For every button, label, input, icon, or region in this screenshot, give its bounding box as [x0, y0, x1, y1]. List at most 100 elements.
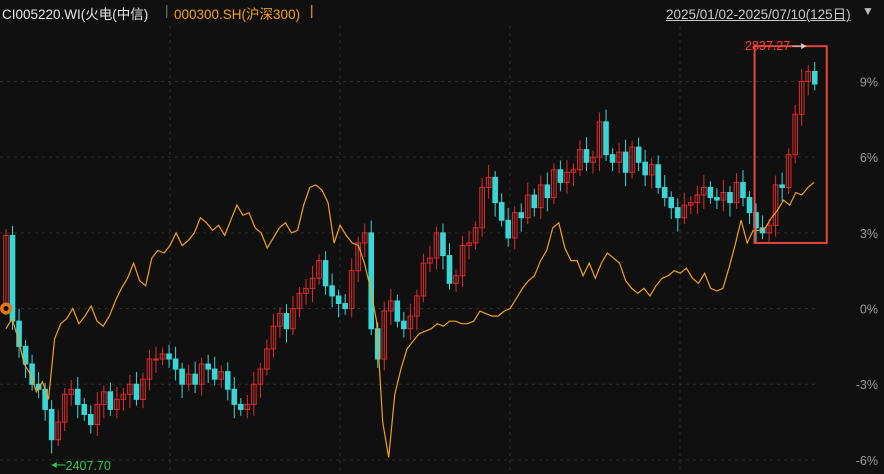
candle-body — [479, 186, 485, 229]
y-tick-label: -3% — [856, 378, 878, 392]
candle-body — [798, 81, 805, 115]
candle-body — [472, 227, 479, 244]
candle-body — [590, 156, 596, 163]
candle-body — [524, 194, 531, 219]
candle-body — [94, 403, 101, 426]
candle-body — [655, 164, 662, 188]
candle-body — [61, 393, 68, 423]
candle-body — [440, 232, 446, 257]
candle-body — [433, 232, 440, 259]
candle-body — [570, 169, 577, 173]
candle-body — [492, 176, 498, 204]
candle-body — [283, 313, 290, 330]
candle-body — [166, 353, 172, 360]
candle-body — [785, 154, 792, 188]
candle-body — [401, 320, 407, 330]
candle-body — [231, 388, 238, 405]
candle-body — [446, 255, 453, 284]
candle-body — [361, 232, 368, 244]
candle-body — [153, 358, 159, 361]
high-value-label: 2837.27 — [745, 39, 790, 53]
candle-body — [714, 197, 720, 201]
candle-body — [224, 371, 231, 390]
candle-body — [205, 363, 211, 370]
candle-body — [394, 300, 401, 322]
candle-body — [355, 242, 361, 272]
candle-body — [557, 169, 564, 183]
candle-body — [414, 295, 420, 317]
candle-body — [727, 192, 733, 204]
candle-body — [629, 146, 635, 173]
candle-body — [603, 121, 609, 156]
candle-body — [381, 310, 388, 360]
highlight-box — [753, 45, 828, 244]
candle-body — [68, 388, 75, 395]
header-separator-2: | — [310, 3, 314, 18]
candle-body — [198, 363, 205, 385]
candle-body — [642, 161, 648, 176]
candle-body — [668, 197, 675, 209]
candle-body — [335, 295, 342, 305]
chart-header: CI005220.WI(火电(中信) | 000300.SH(沪深300) | … — [0, 0, 884, 22]
candle-body — [518, 212, 525, 219]
candle-body — [674, 207, 681, 219]
candle-body — [296, 292, 303, 310]
candle-body — [746, 197, 753, 214]
candle-body — [609, 154, 616, 163]
candle-body — [159, 353, 166, 360]
candle-body — [811, 70, 818, 85]
candle-body — [407, 315, 414, 330]
candle-body — [55, 421, 61, 441]
candle-body — [42, 388, 48, 410]
candle-body — [211, 368, 218, 380]
candle-body — [772, 184, 779, 226]
candle-body — [583, 149, 590, 163]
candle-body — [218, 371, 225, 380]
date-range-selector[interactable]: 2025/01/02-2025/07/10(125日) — [666, 7, 851, 22]
candle-body — [348, 270, 355, 310]
y-tick-label: 6% — [860, 151, 878, 165]
candle-body — [133, 383, 140, 400]
candle-body — [309, 277, 316, 289]
candle-body — [740, 181, 746, 199]
candle-body — [74, 388, 81, 405]
candle-body — [120, 393, 127, 400]
candle-body — [498, 202, 505, 221]
header-separator: | — [165, 3, 169, 18]
y-tick-label: 3% — [860, 227, 878, 241]
candle-body — [251, 383, 257, 405]
y-tick-label: -6% — [856, 454, 878, 468]
candle-body — [635, 146, 642, 163]
candle-body — [342, 303, 348, 310]
candle-body — [420, 262, 427, 297]
candle-body — [453, 275, 459, 284]
dropdown-triangle-icon[interactable]: ▼ — [862, 4, 874, 18]
candle-body — [485, 176, 492, 188]
candle-body — [48, 408, 55, 441]
candle-body — [681, 204, 688, 219]
candle-body — [648, 164, 655, 176]
candle-body — [81, 403, 88, 415]
candle-body — [127, 383, 133, 395]
candle-body — [707, 186, 714, 199]
high-arrow-head — [801, 43, 807, 50]
candle-body — [114, 398, 120, 410]
candle-body — [185, 373, 192, 385]
candle-body — [466, 242, 472, 246]
candle-body — [622, 151, 629, 173]
y-tick-label: 9% — [860, 76, 878, 90]
candle-body — [257, 368, 264, 385]
start-marker-center — [3, 306, 9, 312]
candle-body — [733, 181, 740, 204]
candle-body — [329, 285, 335, 297]
candle-body — [303, 287, 309, 294]
candle-body — [701, 186, 707, 196]
candle-body — [244, 403, 251, 410]
candle-body — [322, 260, 329, 287]
candle-body — [316, 260, 322, 279]
candle-body — [596, 121, 603, 158]
candle-body — [538, 184, 544, 209]
candle-body — [577, 149, 583, 171]
candle-body — [766, 224, 772, 234]
candle-body — [290, 308, 296, 330]
